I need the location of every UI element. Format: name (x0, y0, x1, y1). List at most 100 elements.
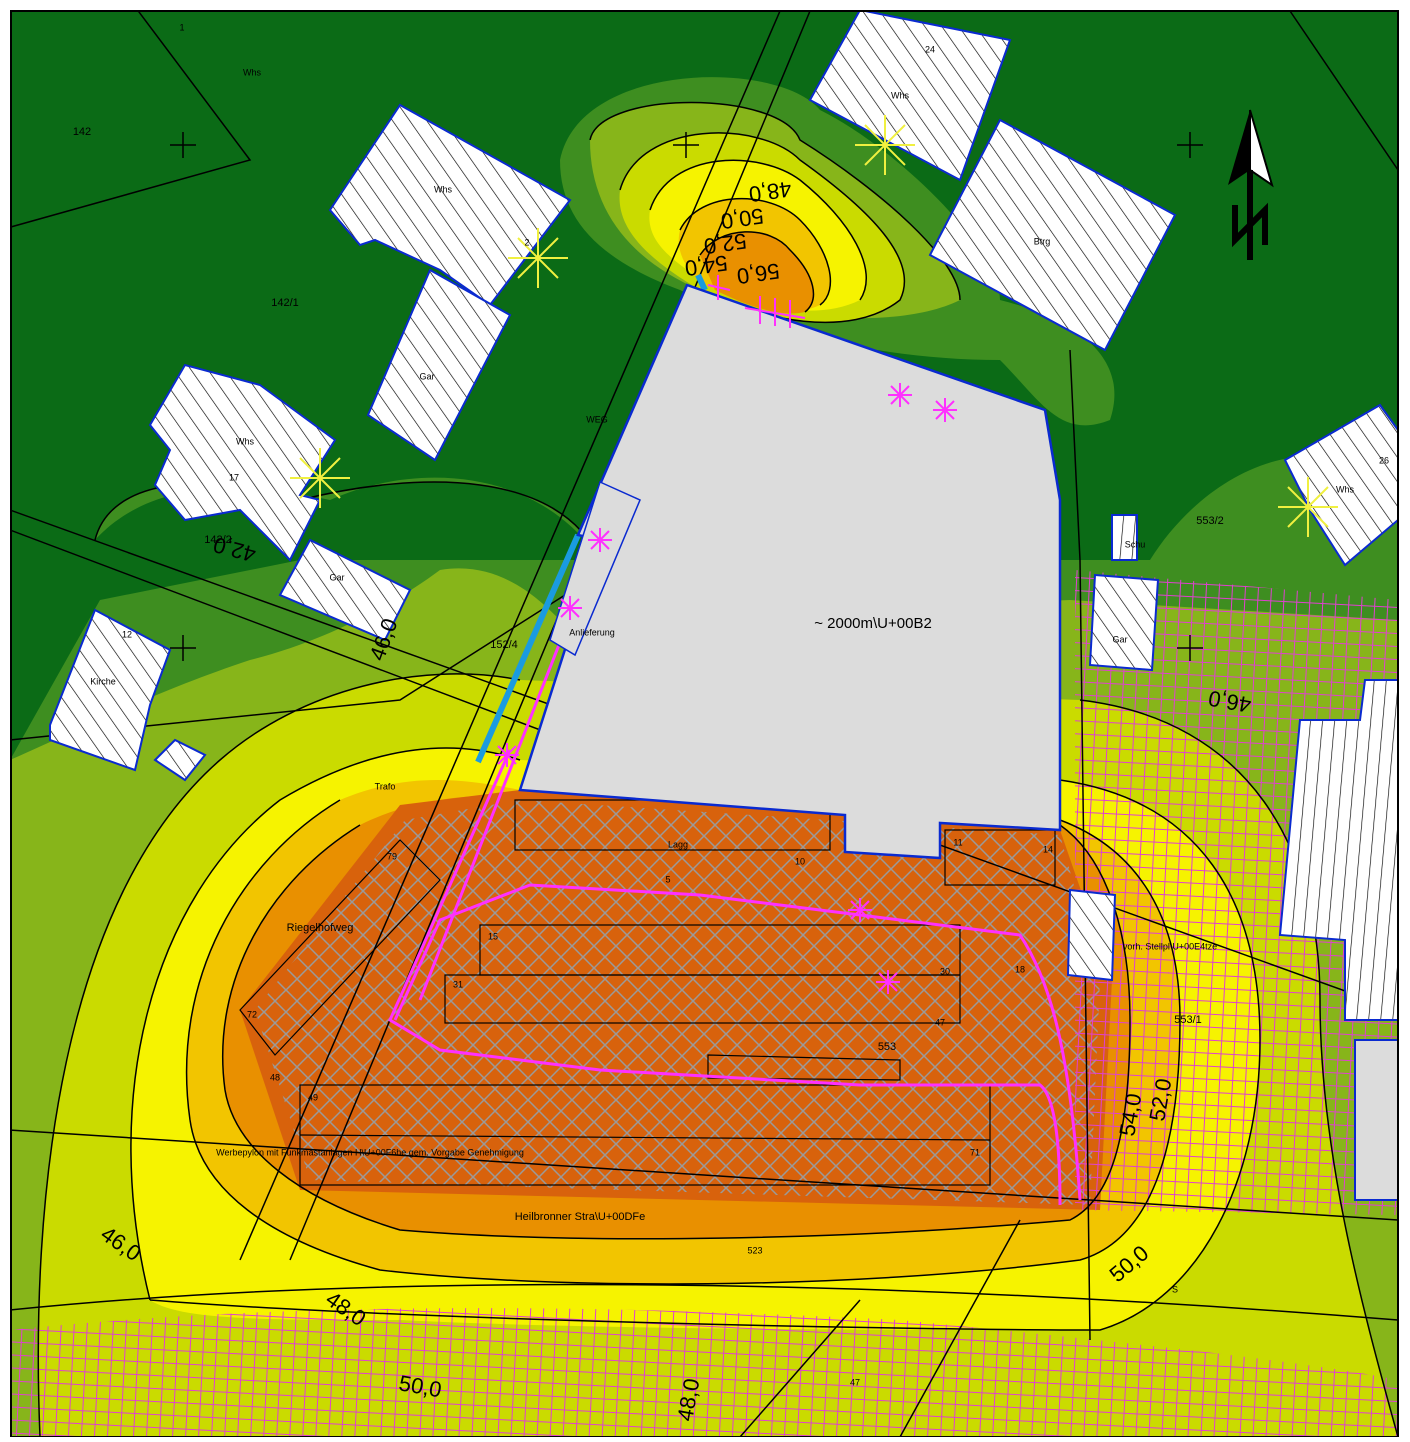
parking-number: 71 (970, 1147, 980, 1157)
parcel-label: 553/1 (1174, 1014, 1202, 1026)
feature-label: WEG (586, 414, 608, 424)
contour-lines (221, 824, 361, 1091)
emission-points (707, 275, 806, 328)
house-number: 17 (229, 472, 239, 482)
buildings (1066, 888, 1117, 982)
house-number: 1 (179, 22, 184, 32)
north-arrow (1249, 109, 1274, 188)
parcel-lines (289, 11, 811, 1261)
building-label: Gar (1112, 634, 1127, 644)
contour-lines (699, 231, 815, 313)
parking-number: 18 (1015, 964, 1025, 974)
parking-number: 11 (953, 837, 962, 847)
contour-lines (649, 159, 867, 301)
parcel-lines (11, 1129, 1398, 1221)
note: Werbepylon mit Funkmastanlagen H\U+00F6h… (216, 1147, 524, 1157)
parcel-label: 523 (747, 1245, 762, 1255)
buildings (1278, 679, 1398, 1021)
parcel-lines (899, 1219, 1021, 1437)
emission-points (888, 383, 912, 407)
parking-number: 15 (488, 931, 498, 941)
contour-lines (619, 132, 906, 324)
building-label: Whs (236, 436, 255, 446)
parking-crosshatch (255, 800, 1100, 1205)
buildings (1111, 514, 1138, 561)
buildings (49, 608, 172, 772)
noise-protection-grid (11, 1308, 1398, 1437)
building-label: Schu (1125, 539, 1146, 549)
parcel-label: 142 (73, 126, 91, 138)
building-label: Whs (243, 67, 262, 77)
parcel-lines (11, 1283, 1398, 1321)
parking-number: 14 (1043, 844, 1053, 854)
contour-lines (37, 673, 521, 1437)
parking-bays (944, 829, 1056, 886)
grid-crosses (170, 132, 1203, 661)
buildings (1354, 1039, 1398, 1201)
contour-lines (224, 824, 1131, 1240)
buildings (148, 363, 337, 562)
emission-points (848, 898, 872, 922)
emission-points (876, 970, 900, 994)
building-label: Whs (434, 184, 453, 194)
contour-label: 48,0 (747, 176, 793, 207)
parcel-label: 142/2 (204, 534, 232, 546)
building-label: Gar (419, 371, 434, 381)
contour-lines (37, 101, 1398, 1437)
emission-points (558, 596, 582, 620)
house-number: 2 (524, 237, 529, 247)
house-number: 24 (925, 44, 935, 54)
buildings (49, 11, 1398, 1201)
contour-label: 56,0 (735, 258, 781, 289)
contour-lines (1079, 699, 1398, 1437)
emission-points (495, 275, 957, 994)
map-number: 47 (850, 1377, 860, 1387)
north-arrow (1232, 170, 1268, 260)
building-label: Trafo (375, 781, 396, 791)
parking-number: 5 (665, 874, 670, 884)
contour-lines (185, 799, 341, 1121)
antenna-masts (508, 228, 568, 288)
parcel-lines (239, 11, 781, 1261)
buildings (153, 738, 207, 782)
parking-bays (239, 839, 441, 1056)
parcel-label: 142/1 (271, 297, 299, 309)
parking-bays (299, 1134, 991, 1141)
buildings (328, 103, 572, 307)
parcel-lines (11, 529, 621, 761)
house-number: 26 (1379, 455, 1389, 465)
contour-label: 50,0 (719, 203, 765, 234)
contour-lines (149, 779, 1261, 1331)
parcel-lines (11, 11, 252, 228)
parking-bays (707, 1054, 901, 1081)
street-name: Heilbronner Stra\U+00DFe (515, 1211, 646, 1223)
antenna-masts (855, 115, 915, 175)
parking-bays (444, 974, 961, 1024)
antenna-masts (290, 448, 350, 508)
contour-label: 54,0 (683, 250, 729, 281)
buildings (808, 11, 1012, 182)
buildings (366, 268, 512, 462)
labels: 1 Whs 142 24 Whs Whs 2 Btrg 142/1 Gar WE… (73, 22, 1389, 1423)
buildings (928, 118, 1177, 352)
contour-lines (679, 197, 832, 306)
parcel-lines (1069, 349, 1091, 1341)
building-label: Gar (329, 572, 344, 582)
note: vorh. Stellpl\U+00E4tze (1123, 941, 1217, 951)
buildings (278, 538, 412, 642)
building-label: Whs (1336, 484, 1355, 494)
parcel-lines (739, 1299, 861, 1437)
parcel-label: 553/2 (1196, 515, 1224, 527)
building-label: Kirche (90, 676, 116, 686)
parking-number: 31 (453, 979, 463, 989)
contour-label: 52,0 (702, 228, 748, 259)
buildings (1088, 573, 1160, 672)
parcel-label: 553 (878, 1041, 896, 1053)
parking-number: 72 (247, 1009, 257, 1019)
grid-crosses (170, 132, 1203, 661)
north-arrow (1228, 110, 1250, 185)
antenna-masts (1278, 477, 1338, 537)
